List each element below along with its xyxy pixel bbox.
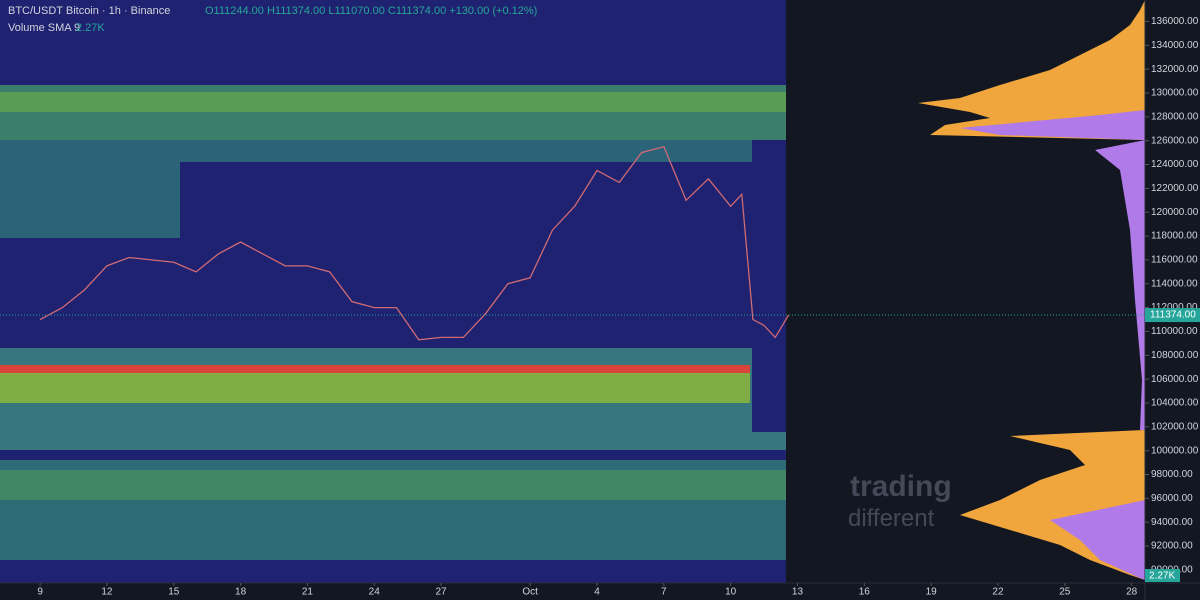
x-tick-label: 24 (369, 587, 381, 598)
y-tick-label: 126000.00 (1151, 135, 1199, 146)
heatmap-band (0, 92, 786, 112)
x-tick-label: 28 (1126, 587, 1138, 598)
y-tick-label: 134000.00 (1151, 40, 1199, 51)
price-line (39, 145, 790, 341)
y-tick-label: 114000.00 (1151, 278, 1198, 289)
x-tick-label: 21 (302, 587, 314, 598)
y-tick-label: 110000.00 (1151, 326, 1198, 337)
price-label-bg (1145, 308, 1200, 323)
y-tick-label: 94000.00 (1151, 517, 1193, 528)
y-tick-label: 100000.00 (1151, 445, 1199, 456)
x-tick-label: 12 (101, 587, 113, 598)
heatmap-band (0, 373, 750, 403)
x-tick-label: 4 (594, 587, 600, 598)
volume-profile (1095, 140, 1145, 430)
heatmap-band (0, 365, 750, 373)
volume-profile (918, 0, 1145, 140)
y-tick-label: 118000.00 (1151, 231, 1198, 242)
indicator-value: 2.27K (76, 22, 105, 34)
symbol: BTC/USDT Bitcoin · 1h · Binance (8, 5, 170, 17)
y-tick-label: 128000.00 (1151, 111, 1199, 122)
ohlc: O111244.00 H111374.00 L111070.00 C111374… (205, 5, 537, 17)
x-tick-label: 13 (792, 587, 804, 598)
y-tick-label: 132000.00 (1151, 64, 1199, 75)
x-tick-label: Oct (522, 587, 538, 598)
indicator: Volume SMA 9 (8, 22, 80, 34)
y-tick-label: 102000.00 (1151, 421, 1199, 432)
y-tick-label: 136000.00 (1151, 16, 1199, 27)
y-tick-label: 112000.00 (1151, 302, 1198, 313)
x-tick-label: 16 (859, 587, 871, 598)
x-tick-label: 25 (1059, 587, 1071, 598)
x-tick-label: 10 (725, 587, 737, 598)
heatmap-gap (752, 140, 786, 432)
y-tick-label: 130000.00 (1151, 88, 1199, 99)
y-tick-label: 104000.00 (1151, 398, 1199, 409)
y-tick-label: 92000.00 (1151, 541, 1193, 552)
y-tick-label: 122000.00 (1151, 183, 1199, 194)
x-tick-label: 27 (436, 587, 448, 598)
heatmap-gap (180, 162, 786, 238)
volume-profile (960, 110, 1145, 140)
y-tick-label: 116000.00 (1151, 255, 1198, 266)
y-tick-label: 120000.00 (1151, 207, 1199, 218)
watermark: trading (850, 470, 952, 503)
watermark: different (848, 505, 935, 532)
x-tick-label: 15 (168, 587, 180, 598)
heatmap-band (0, 470, 786, 500)
y-tick-label: 108000.00 (1151, 350, 1199, 361)
volume-label-bg (1145, 569, 1180, 582)
x-tick-label: 22 (992, 587, 1004, 598)
volume-label: 2.27K (1149, 571, 1175, 582)
x-tick-label: 18 (235, 587, 247, 598)
x-tick-label: 19 (926, 587, 938, 598)
volume-profile (1050, 500, 1145, 580)
price-label: 111374.00 (1150, 310, 1196, 321)
y-tick-label: 124000.00 (1151, 159, 1199, 170)
y-tick-label: 96000.00 (1151, 493, 1193, 504)
y-tick-label: 98000.00 (1151, 469, 1193, 480)
x-tick-label: 9 (37, 587, 43, 598)
y-tick-label: 106000.00 (1151, 374, 1199, 385)
x-tick-label: 7 (661, 587, 667, 598)
